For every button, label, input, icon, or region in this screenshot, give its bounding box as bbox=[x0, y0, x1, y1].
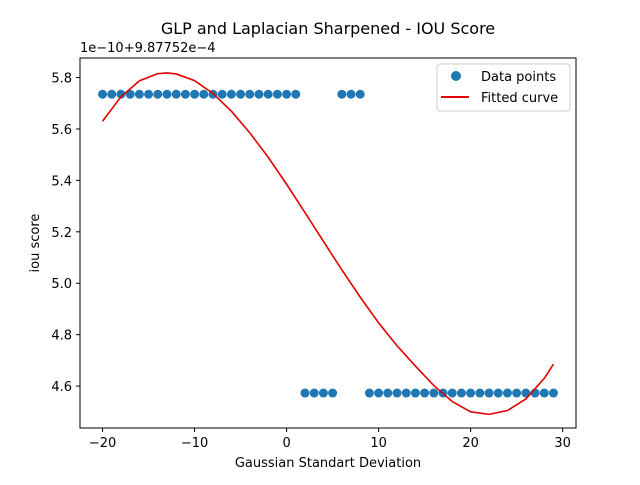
data-point bbox=[180, 89, 190, 99]
data-point bbox=[420, 388, 430, 398]
data-point bbox=[153, 89, 163, 99]
y-tick-label: 5.2 bbox=[51, 226, 72, 241]
y-axis-offset-text: 1e−10+9.87752e−4 bbox=[80, 41, 216, 56]
legend: Data points Fitted curve bbox=[436, 63, 571, 112]
data-point bbox=[337, 89, 347, 99]
data-point bbox=[116, 89, 126, 99]
data-point bbox=[300, 388, 310, 398]
data-point bbox=[456, 388, 466, 398]
data-point bbox=[226, 89, 236, 99]
data-point bbox=[254, 89, 264, 99]
data-point bbox=[171, 89, 181, 99]
data-point bbox=[309, 388, 319, 398]
data-point bbox=[125, 89, 135, 99]
data-point bbox=[447, 388, 457, 398]
y-tick-label: 5.4 bbox=[51, 174, 72, 189]
chart-title: GLP and Laplacian Sharpened - IOU Score bbox=[161, 19, 495, 38]
data-point bbox=[355, 89, 365, 99]
y-tick-label: 4.8 bbox=[51, 329, 72, 344]
data-point bbox=[392, 388, 402, 398]
fitted-curve-line bbox=[101, 72, 555, 416]
legend-marker-data-points bbox=[451, 71, 461, 81]
data-point bbox=[263, 89, 273, 99]
data-point bbox=[401, 388, 411, 398]
x-tick-label: −10 bbox=[181, 436, 208, 451]
data-point bbox=[493, 388, 503, 398]
data-point bbox=[199, 89, 209, 99]
x-tick-label: 0 bbox=[282, 436, 290, 451]
legend-label-data-points: Data points bbox=[481, 70, 556, 85]
y-tick-label: 4.6 bbox=[51, 380, 72, 395]
data-point bbox=[144, 89, 154, 99]
x-axis-label: Gaussian Standart Deviation bbox=[235, 456, 421, 471]
data-point bbox=[236, 89, 246, 99]
x-tick-label: 10 bbox=[370, 436, 387, 451]
y-axis-label: iou score bbox=[28, 214, 43, 273]
data-point bbox=[318, 388, 328, 398]
x-tick-label: −20 bbox=[89, 436, 116, 451]
plot-area bbox=[98, 72, 558, 416]
y-tick-label: 5.6 bbox=[51, 123, 72, 138]
data-point bbox=[245, 89, 255, 99]
data-point bbox=[512, 388, 522, 398]
legend-box bbox=[436, 63, 571, 112]
x-tick-label: 20 bbox=[462, 436, 479, 451]
data-point bbox=[374, 388, 384, 398]
y-tick-label: 5.8 bbox=[51, 72, 72, 87]
data-point bbox=[272, 89, 282, 99]
x-tick-label: 30 bbox=[554, 436, 571, 451]
data-point bbox=[364, 388, 374, 398]
data-point bbox=[383, 388, 393, 398]
legend-label-fitted-curve: Fitted curve bbox=[481, 91, 558, 106]
data-point bbox=[475, 388, 485, 398]
y-axis: 4.6 4.8 5.0 5.2 5.4 5.6 5.8 bbox=[51, 72, 80, 395]
data-point bbox=[548, 388, 558, 398]
x-axis: −20 −10 0 10 20 30 bbox=[89, 428, 571, 451]
data-point bbox=[282, 89, 292, 99]
data-point bbox=[98, 89, 108, 99]
data-point bbox=[410, 388, 420, 398]
data-point bbox=[291, 89, 301, 99]
data-point bbox=[328, 388, 338, 398]
data-point bbox=[502, 388, 512, 398]
data-point bbox=[217, 89, 227, 99]
data-point bbox=[539, 388, 549, 398]
data-point bbox=[107, 89, 117, 99]
data-point bbox=[134, 89, 144, 99]
data-point bbox=[190, 89, 200, 99]
data-point bbox=[484, 388, 494, 398]
data-point bbox=[162, 89, 172, 99]
data-point bbox=[429, 388, 439, 398]
y-tick-label: 5.0 bbox=[51, 277, 72, 292]
data-point bbox=[346, 89, 356, 99]
data-point bbox=[466, 388, 476, 398]
axes-frame bbox=[79, 57, 577, 429]
